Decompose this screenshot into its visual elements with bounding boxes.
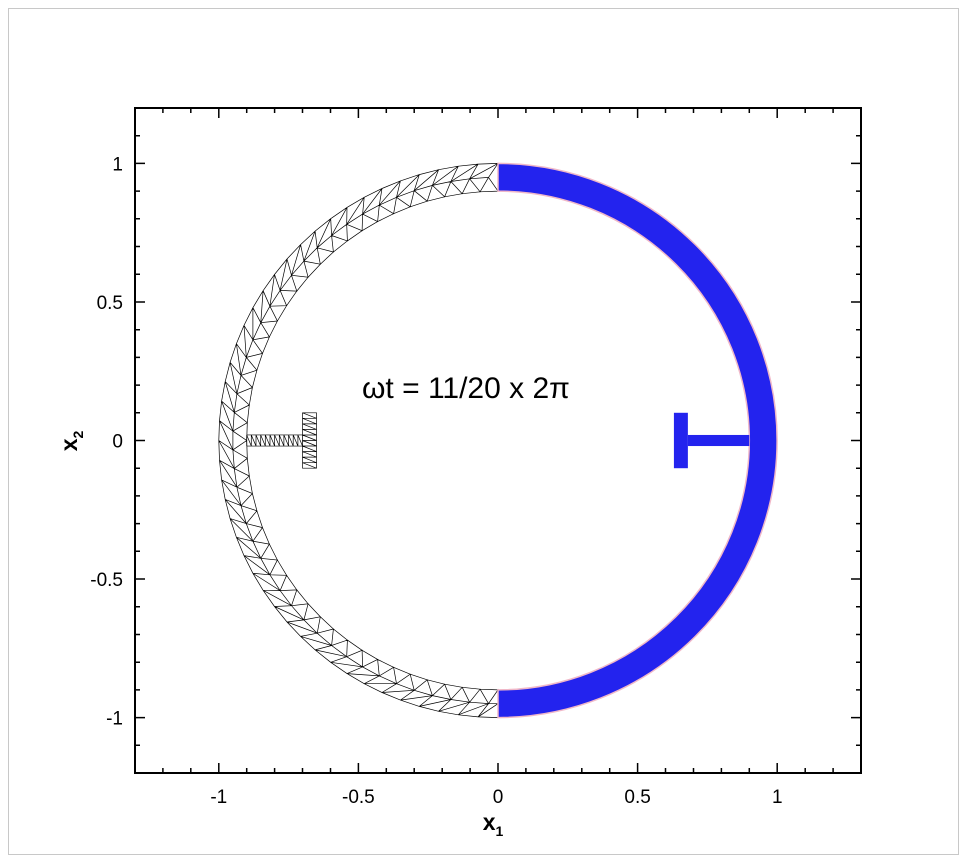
x-axis-title: x1 <box>483 809 504 839</box>
x-tick-label: 0.5 <box>624 787 650 808</box>
x-tick-label: 0 <box>493 787 504 808</box>
solid-ring-region <box>497 162 778 719</box>
figure-frame <box>8 8 959 855</box>
x-tick-label: -0.5 <box>342 787 375 808</box>
y-tick-label: -0.5 <box>90 570 123 591</box>
solid-t-web <box>687 434 750 447</box>
tick-marks <box>134 107 862 773</box>
y-tick-label: 1 <box>112 154 123 175</box>
triangular-mesh <box>218 163 499 718</box>
phase-annotation: ωt = 11/20 x 2π <box>362 372 570 405</box>
y-tick-label: -1 <box>106 709 123 730</box>
y-axis-title: x2 <box>56 431 86 452</box>
y-tick-label: 0.5 <box>97 293 123 314</box>
x-tick-label: -1 <box>210 787 227 808</box>
axis-ticks <box>134 107 862 773</box>
mesh-t-beam <box>246 412 317 469</box>
tick-labels: -1 -0.5 0 0.5 1 -1 -0.5 0 0.5 1 <box>90 154 782 808</box>
solid-t-flange <box>673 412 688 469</box>
y-tick-label: 0 <box>112 432 123 453</box>
solid-half-ring <box>497 162 778 719</box>
x-tick-label: 1 <box>772 787 783 808</box>
